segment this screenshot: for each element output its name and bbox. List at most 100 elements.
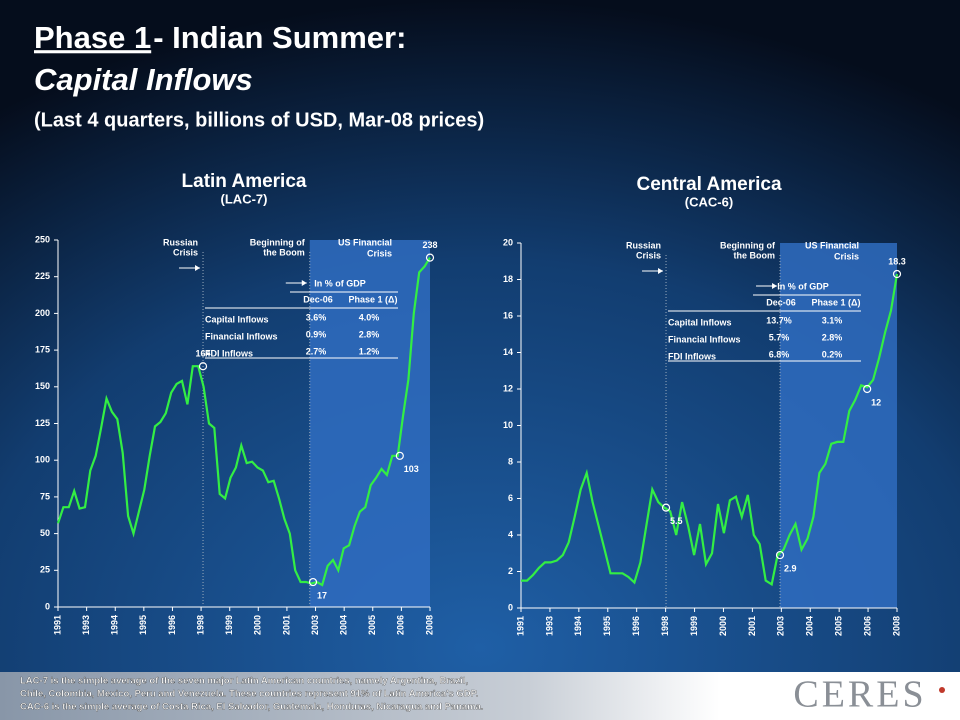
x-tick-label: 2005 xyxy=(834,616,844,636)
event-label: the Boom xyxy=(263,247,305,257)
annotation-marker xyxy=(863,384,872,394)
event-label: Beginning of xyxy=(720,240,776,250)
table-cell: 3.1% xyxy=(822,315,843,325)
x-tick-label: 1998 xyxy=(195,615,205,635)
y-tick-label: 18 xyxy=(503,274,513,284)
chart-subtitle: (CAC-6) xyxy=(685,194,733,209)
table-cell: 2.8% xyxy=(822,332,843,342)
y-tick-label: 16 xyxy=(503,310,513,320)
annotation-label: 103 xyxy=(404,464,419,474)
x-tick-label: 1998 xyxy=(660,616,670,636)
crisis-shade xyxy=(780,243,897,608)
footnote: Chile, Colombia, Mexico, Peru and Venezu… xyxy=(20,689,478,700)
y-tick-label: 0 xyxy=(45,601,50,611)
x-tick-label: 1996 xyxy=(631,616,641,636)
event-arrowhead xyxy=(301,280,307,286)
table-column: Phase 1 (Δ) xyxy=(812,297,861,307)
event-label: the Boom xyxy=(734,250,776,260)
crisis-shade xyxy=(309,240,430,607)
title: - Indian Summer: xyxy=(153,20,406,55)
table-row-label: Financial Inflows xyxy=(668,334,741,344)
x-tick-label: 1996 xyxy=(167,615,177,635)
x-tick-label: 1994 xyxy=(573,616,583,636)
table-cell: 2.8% xyxy=(359,329,380,339)
annotation-label: 18.3 xyxy=(888,256,906,266)
annotation-label: 5.5 xyxy=(670,516,683,526)
x-tick-label: 2000 xyxy=(253,615,263,635)
x-tick-label: 2006 xyxy=(862,616,872,636)
annotation-label: 238 xyxy=(422,240,437,250)
y-tick-label: 50 xyxy=(40,528,50,538)
table-row-label: FDI Inflows xyxy=(205,348,253,358)
x-tick-label: 1991 xyxy=(52,615,62,635)
x-tick-label: 2004 xyxy=(805,616,815,636)
table-row-label: Capital Inflows xyxy=(668,317,732,327)
footer-band xyxy=(0,672,960,720)
crisis-label: Crisis xyxy=(367,248,392,258)
event-label: Crisis xyxy=(636,250,661,260)
logo-dot xyxy=(939,687,945,693)
annotation-marker xyxy=(308,577,318,587)
y-tick-label: 200 xyxy=(35,308,50,318)
annotation-marker xyxy=(425,253,435,262)
x-tick-label: 2004 xyxy=(339,615,349,635)
chart-subtitle: (LAC-7) xyxy=(221,191,268,206)
x-tick-label: 2005 xyxy=(367,615,377,635)
x-tick-label: 2001 xyxy=(747,616,757,636)
y-tick-label: 125 xyxy=(35,418,50,428)
x-tick-label: 2001 xyxy=(281,615,291,635)
x-tick-label: 2000 xyxy=(718,616,728,636)
event-label: Beginning of xyxy=(250,237,306,247)
y-tick-label: 14 xyxy=(503,347,513,357)
y-tick-label: 12 xyxy=(503,383,513,393)
annotation-marker xyxy=(198,362,208,371)
data-line xyxy=(521,273,899,587)
x-tick-label: 2003 xyxy=(310,615,320,635)
y-tick-label: 6 xyxy=(508,493,513,503)
table-cell: 5.7% xyxy=(769,332,790,342)
table-row-label: Financial Inflows xyxy=(205,331,278,341)
title-line2: Capital Inflows xyxy=(34,62,253,97)
annotation-marker xyxy=(661,503,671,512)
subtitle: (Last 4 quarters, billions of USD, Mar-0… xyxy=(34,109,484,131)
annotation-label: 12 xyxy=(871,397,881,407)
event-arrowhead xyxy=(195,265,201,271)
y-tick-label: 0 xyxy=(508,602,513,612)
event-arrowhead xyxy=(658,268,664,274)
x-tick-label: 2008 xyxy=(424,615,434,635)
y-tick-label: 10 xyxy=(503,420,513,430)
x-tick-label: 1993 xyxy=(81,615,91,635)
y-tick-label: 8 xyxy=(508,456,513,466)
x-tick-label: 2008 xyxy=(891,616,901,636)
x-tick-label: 2003 xyxy=(776,616,786,636)
table-cell: 6.8% xyxy=(769,349,790,359)
y-tick-label: 175 xyxy=(35,344,50,354)
x-tick-label: 1999 xyxy=(224,615,234,635)
x-tick-label: 1995 xyxy=(138,615,148,635)
table-row-label: FDI Inflows xyxy=(668,351,716,361)
x-tick-label: 1994 xyxy=(110,615,120,635)
table-cell: 3.6% xyxy=(306,312,327,322)
table-header: In % of GDP xyxy=(777,281,829,291)
y-tick-label: 225 xyxy=(35,271,50,281)
y-tick-label: 150 xyxy=(35,381,50,391)
logo: CERES xyxy=(793,674,926,716)
y-tick-label: 2 xyxy=(508,566,513,576)
x-tick-label: 1993 xyxy=(544,616,554,636)
x-tick-label: 1995 xyxy=(602,616,612,636)
annotation-label: 2.9 xyxy=(784,563,797,573)
annotation-marker xyxy=(892,269,902,279)
y-tick-label: 250 xyxy=(35,234,50,244)
table-column: Phase 1 (Δ) xyxy=(349,294,398,304)
table-row-label: Capital Inflows xyxy=(205,314,269,324)
annotation-label: 164 xyxy=(196,349,211,359)
footnote: CAC-6 is the simple average of Costa Ric… xyxy=(20,702,484,713)
crisis-label: US Financial xyxy=(805,240,859,250)
title-underlined: Phase 1 xyxy=(34,20,151,55)
table-header: In % of GDP xyxy=(314,278,366,288)
table-cell: 1.2% xyxy=(359,346,380,356)
table-column: Dec-06 xyxy=(303,294,333,304)
table-column: Dec-06 xyxy=(766,297,796,307)
